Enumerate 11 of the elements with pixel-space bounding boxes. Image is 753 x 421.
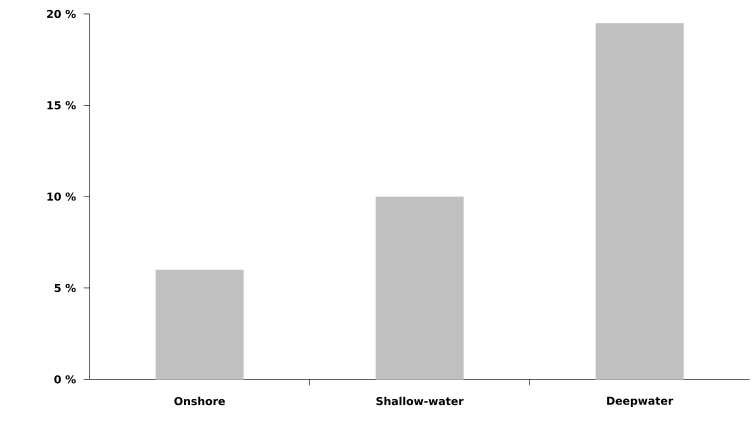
y-tick-label: 15 % xyxy=(47,101,76,110)
x-tick-label: Onshore xyxy=(174,396,225,406)
y-tick-label: 5 % xyxy=(54,284,76,292)
bar xyxy=(596,23,684,380)
x-tick-label: Shallow-water xyxy=(376,396,464,406)
bar xyxy=(376,196,464,380)
bar xyxy=(156,270,244,380)
y-tick-label: 10 % xyxy=(47,192,76,201)
x-tick-label: Deepwater xyxy=(607,396,674,407)
y-tick-label: 0 % xyxy=(54,375,76,384)
y-tick-label: 20 % xyxy=(47,10,76,18)
